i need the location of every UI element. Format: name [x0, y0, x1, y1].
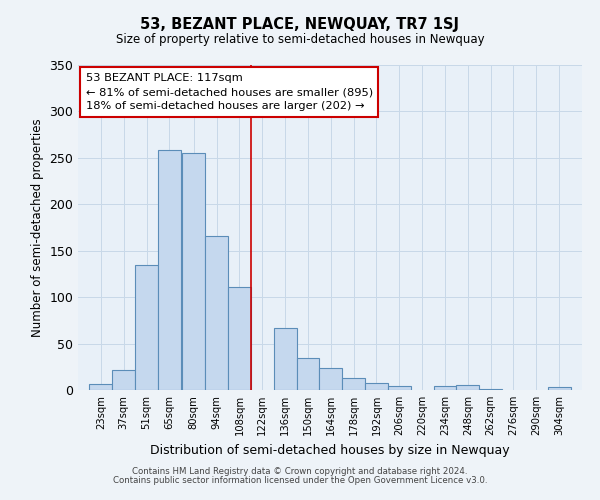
Bar [135, 264, 158, 390]
Bar [296, 358, 319, 390]
Bar [319, 368, 342, 390]
Text: 53 BEZANT PLACE: 117sqm
← 81% of semi-detached houses are smaller (895)
18% of s: 53 BEZANT PLACE: 117sqm ← 81% of semi-de… [86, 73, 373, 111]
Bar [479, 389, 502, 390]
Bar [434, 386, 457, 390]
Bar [388, 386, 411, 390]
Bar [274, 328, 296, 390]
X-axis label: Distribution of semi-detached houses by size in Newquay: Distribution of semi-detached houses by … [150, 444, 510, 456]
Bar [365, 382, 388, 390]
Bar [205, 236, 228, 390]
Bar [182, 153, 205, 390]
Bar [89, 384, 112, 390]
Bar [158, 150, 181, 390]
Text: Contains HM Land Registry data © Crown copyright and database right 2024.: Contains HM Land Registry data © Crown c… [132, 467, 468, 476]
Y-axis label: Number of semi-detached properties: Number of semi-detached properties [31, 118, 44, 337]
Text: 53, BEZANT PLACE, NEWQUAY, TR7 1SJ: 53, BEZANT PLACE, NEWQUAY, TR7 1SJ [140, 18, 460, 32]
Bar [548, 387, 571, 390]
Bar [112, 370, 135, 390]
Text: Contains public sector information licensed under the Open Government Licence v3: Contains public sector information licen… [113, 476, 487, 485]
Bar [228, 287, 251, 390]
Bar [457, 386, 479, 390]
Bar [342, 378, 365, 390]
Text: Size of property relative to semi-detached houses in Newquay: Size of property relative to semi-detach… [116, 32, 484, 46]
